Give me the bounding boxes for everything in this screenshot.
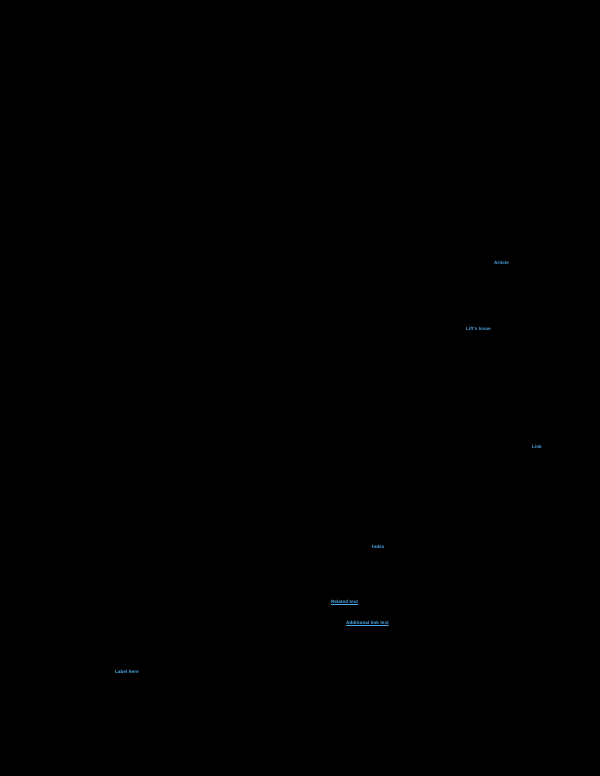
text-fragment-3: Link [532,444,542,449]
text-fragment-4: Index [372,544,385,549]
link-fragment-6[interactable]: Additional link text [346,620,389,625]
text-fragment-2: Lift's Issue [466,326,491,331]
text-fragment-7: Label here [115,669,139,674]
link-fragment-5[interactable]: Related text [331,599,358,604]
text-fragment-1: Article [494,260,509,265]
